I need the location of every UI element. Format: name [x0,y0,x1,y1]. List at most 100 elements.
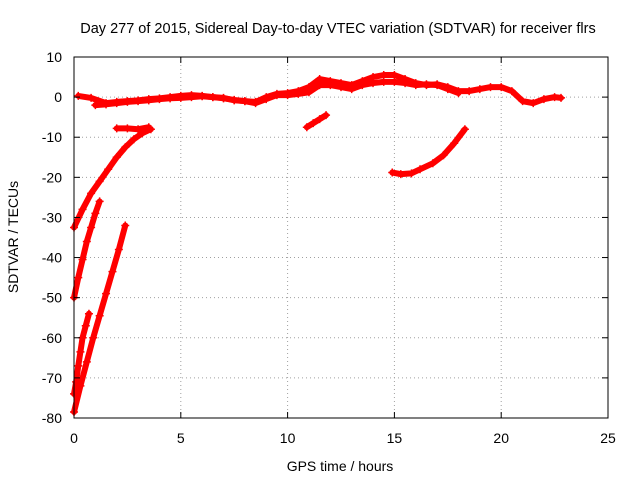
data-point [74,361,83,370]
data-point [240,97,249,106]
data-point [104,165,113,174]
data-point [176,93,185,102]
y-tick-label: -30 [42,209,62,225]
x-tick-label: 0 [70,430,78,446]
data-point [155,95,164,104]
x-tick-label: 20 [493,430,509,446]
data-point [87,223,96,232]
data-point [112,124,121,133]
data-point [347,85,356,94]
data-point [81,321,90,330]
data-point [95,311,104,320]
data-point [486,83,495,92]
data-point [309,119,318,128]
data-point [91,209,100,218]
data-point [428,159,437,168]
data-point [84,309,93,318]
series-line [303,112,330,131]
data-point [134,125,143,134]
data-point [390,77,399,86]
data-point [411,81,420,90]
data-point [82,237,91,246]
y-tick-label: -20 [42,169,62,185]
data-point [315,115,324,124]
data-point [166,94,175,103]
x-tick-label: 5 [177,430,185,446]
plot-border [73,56,609,419]
data-point [76,381,85,390]
data-point [407,169,416,178]
data-point [539,95,548,104]
data-point [121,143,130,152]
data-point [450,139,459,148]
x-tick-label: 15 [387,430,403,446]
data-layer [70,71,566,416]
data-point [187,93,196,102]
data-point [198,92,207,101]
x-tick-label: 25 [600,430,616,446]
data-point [129,135,138,144]
data-point [326,81,335,90]
data-point [390,71,399,80]
data-point [102,100,111,109]
data-point [422,80,431,89]
data-point [529,99,538,108]
data-point [89,333,98,342]
data-point [302,123,311,132]
data-point [443,85,452,94]
data-point [379,77,388,86]
data-point [358,81,367,90]
data-point [518,97,527,106]
data-point [396,170,405,179]
data-point [102,289,111,298]
data-point [439,151,448,160]
y-tick-label: -50 [42,290,62,306]
data-point [497,83,506,92]
data-point [550,93,559,102]
data-point [379,71,388,80]
data-point [123,124,132,133]
data-point [388,168,397,177]
y-axis-label: SDTVAR / TECUs [5,181,21,293]
data-point [262,95,271,104]
data-point [337,83,345,92]
data-point [230,96,239,105]
series-arc-6 [302,111,331,132]
y-tick-label: -70 [42,370,62,386]
y-tick-label: -10 [42,129,62,145]
x-tick-label: 10 [280,430,296,446]
data-point [108,267,117,276]
data-point [112,153,121,162]
data-point [112,99,121,108]
data-point [557,93,566,102]
data-point [95,197,104,206]
data-point [74,91,83,100]
data-point [95,177,104,186]
data-point [144,123,153,132]
data-point [144,96,153,105]
data-point [74,273,83,282]
data-point [465,87,474,96]
data-point [121,221,130,230]
data-point [78,205,87,214]
data-point [369,79,378,88]
data-point [134,97,143,106]
data-point [208,93,217,102]
data-point [87,93,96,102]
data-point [78,255,87,264]
series-line [71,126,154,231]
series-line [113,124,152,133]
data-point [460,125,469,134]
data-point [315,81,324,90]
data-point [272,91,281,100]
data-point [76,347,85,356]
data-point [114,245,123,254]
series-arc-main-bottom [91,77,463,110]
y-tick-label: -80 [42,410,62,426]
y-tick-label: -40 [42,250,62,266]
data-point [416,165,425,174]
data-point [91,101,100,110]
